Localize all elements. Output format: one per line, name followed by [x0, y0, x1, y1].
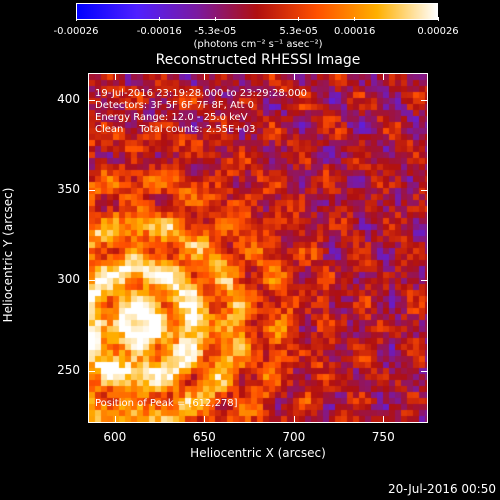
- x-tick-mark: [293, 73, 295, 80]
- colorbar-tick-label: 0.00026: [417, 26, 459, 37]
- peak-position: Position of Peak = [612,278]: [95, 398, 238, 409]
- x-tick-label: 650: [192, 430, 216, 444]
- x-tick-mark: [383, 416, 385, 423]
- colorbar-tick: [354, 17, 356, 21]
- y-tick-mark: [88, 190, 95, 192]
- info-energy-range: Energy Range: 12.0 - 25.0 keV: [95, 112, 248, 123]
- info-time-range: 19-Jul-2016 23:19:28.000 to 23:29:28.000: [95, 88, 307, 99]
- colorbar-tick: [298, 17, 300, 21]
- colorbar-tick: [214, 17, 216, 21]
- x-tick-mark: [204, 416, 206, 423]
- y-tick-mark: [88, 370, 95, 372]
- x-tick-mark: [383, 73, 385, 80]
- y-tick-mark: [88, 280, 95, 282]
- y-tick-label: 350: [57, 182, 80, 197]
- colorbar-units: (photons cm⁻² s⁻¹ asec⁻²): [193, 39, 323, 50]
- plot-area: 19-Jul-2016 23:19:28.000 to 23:29:28.000…: [88, 73, 428, 423]
- info-detectors: Detectors: 3F 5F 6F 7F 8F, Att 0: [95, 100, 255, 111]
- colorbar-tick: [75, 17, 77, 21]
- x-tick-label: 750: [371, 430, 395, 444]
- image-title: Reconstructed RHESSI Image: [155, 52, 361, 68]
- colorbar-tick: [437, 17, 439, 21]
- y-tick-mark: [421, 190, 428, 192]
- y-tick-mark: [88, 100, 95, 102]
- colorbar-tick: [158, 17, 160, 21]
- colorbar-tick-label: -0.00026: [53, 26, 99, 37]
- y-tick-label: 300: [57, 272, 80, 287]
- colorbar-tick-label: -0.00016: [136, 26, 182, 37]
- x-tick-label: 600: [103, 430, 127, 444]
- x-axis-label: Heliocentric X (arcsec): [190, 446, 326, 460]
- x-tick-mark: [114, 73, 116, 80]
- x-tick-mark: [114, 416, 116, 423]
- y-tick-mark: [421, 280, 428, 282]
- y-tick-mark: [421, 100, 428, 102]
- x-tick-label: 700: [282, 430, 306, 444]
- info-block: 19-Jul-2016 23:19:28.000 to 23:29:28.000…: [95, 88, 307, 136]
- x-tick-mark: [204, 73, 206, 80]
- colorbar-tick-label: -5.3e-05: [194, 26, 237, 37]
- y-tick-mark: [421, 370, 428, 372]
- colorbar: [76, 3, 438, 20]
- y-tick-label: 400: [57, 92, 80, 107]
- colorbar-tick-label: 0.00016: [334, 26, 376, 37]
- x-tick-mark: [293, 416, 295, 423]
- timestamp: 20-Jul-2016 00:50: [387, 482, 496, 496]
- colorbar-tick-label: 5.3e-05: [279, 26, 318, 37]
- y-axis-label: Heliocentric Y (arcsec): [1, 187, 15, 323]
- info-clean-counts: Clean Total counts: 2.55E+03: [95, 124, 256, 135]
- y-tick-label: 250: [57, 362, 80, 377]
- heatmap-image: [89, 74, 427, 422]
